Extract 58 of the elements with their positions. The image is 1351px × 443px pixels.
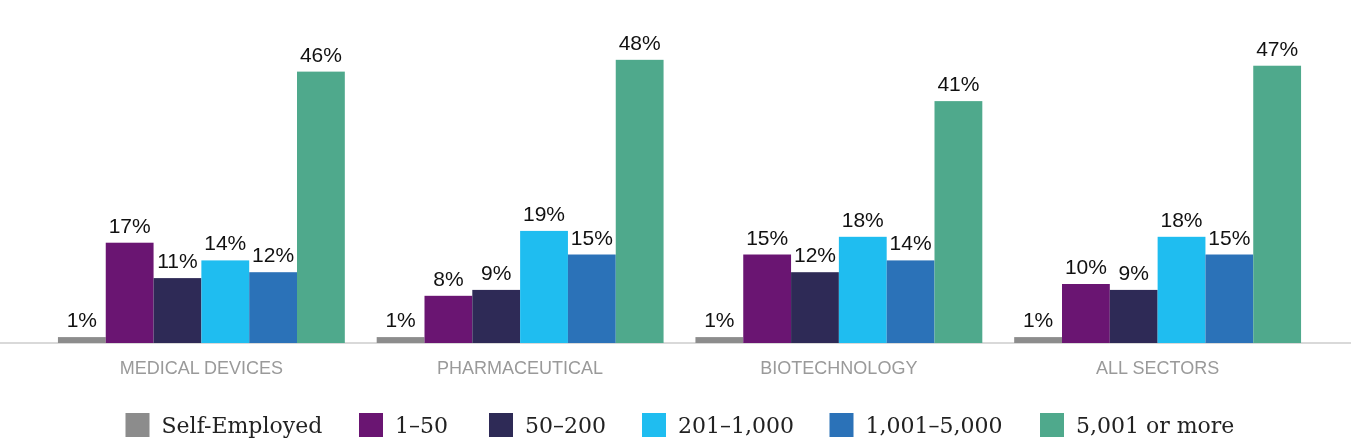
data-label: 1% (1022, 308, 1054, 332)
bar (520, 230, 568, 343)
bar (249, 272, 297, 343)
data-label: 9% (1118, 260, 1149, 284)
x-tick-label: PHARMACEUTICAL (437, 358, 604, 378)
data-label: 47% (1256, 36, 1299, 60)
data-label: 12% (793, 243, 836, 267)
data-label: 15% (570, 225, 613, 249)
bar (1253, 65, 1302, 343)
bar (615, 59, 664, 343)
bar (472, 289, 521, 343)
data-label: 1% (66, 308, 98, 332)
data-label: 14% (889, 231, 932, 255)
bar (57, 337, 106, 343)
data-label: 46% (299, 42, 342, 66)
data-label: 17% (108, 213, 151, 237)
bar (886, 260, 935, 343)
bar (695, 337, 744, 343)
bar (201, 260, 250, 343)
bar (791, 272, 839, 343)
data-label: 12% (252, 243, 295, 267)
legend-label: 5,001 or more (1076, 413, 1235, 438)
data-label: 10% (1064, 255, 1107, 278)
data-label: 18% (841, 207, 884, 231)
data-label: 1% (704, 308, 735, 332)
bar (105, 242, 154, 343)
bar (297, 71, 345, 343)
data-label: 15% (746, 225, 789, 249)
data-label: 8% (433, 266, 464, 290)
legend-label: 1,001–5,000 (865, 413, 1003, 438)
data-label: 1% (385, 308, 416, 332)
data-label: 11% (157, 249, 198, 273)
data-label: 14% (204, 231, 247, 255)
data-label: 41% (937, 72, 980, 96)
legend-label: 201–1,000 (678, 413, 794, 438)
data-label: 18% (1160, 207, 1203, 231)
bar (1205, 254, 1254, 343)
data-label: 19% (523, 201, 566, 225)
x-tick-label: ALL SECTORS (1096, 358, 1220, 378)
bar (743, 254, 792, 343)
bar (424, 295, 473, 343)
legend-label: 50–200 (525, 413, 606, 438)
bar (567, 254, 616, 343)
bar (934, 101, 983, 343)
data-label: 48% (618, 30, 661, 54)
x-tick-label: BIOTECHNOLOGY (760, 358, 918, 378)
bar (153, 278, 202, 343)
legend-label: 1–50 (395, 413, 448, 438)
legend-label: Self-Employed (161, 413, 323, 438)
bar (1014, 337, 1062, 343)
bar (1062, 284, 1110, 343)
bar (1109, 289, 1158, 343)
data-label: 9% (481, 260, 512, 284)
bar (376, 337, 425, 343)
bar (838, 236, 887, 343)
bar (1157, 236, 1206, 343)
data-label: 15% (1208, 225, 1251, 249)
x-tick-label: MEDICAL DEVICES (119, 358, 284, 378)
